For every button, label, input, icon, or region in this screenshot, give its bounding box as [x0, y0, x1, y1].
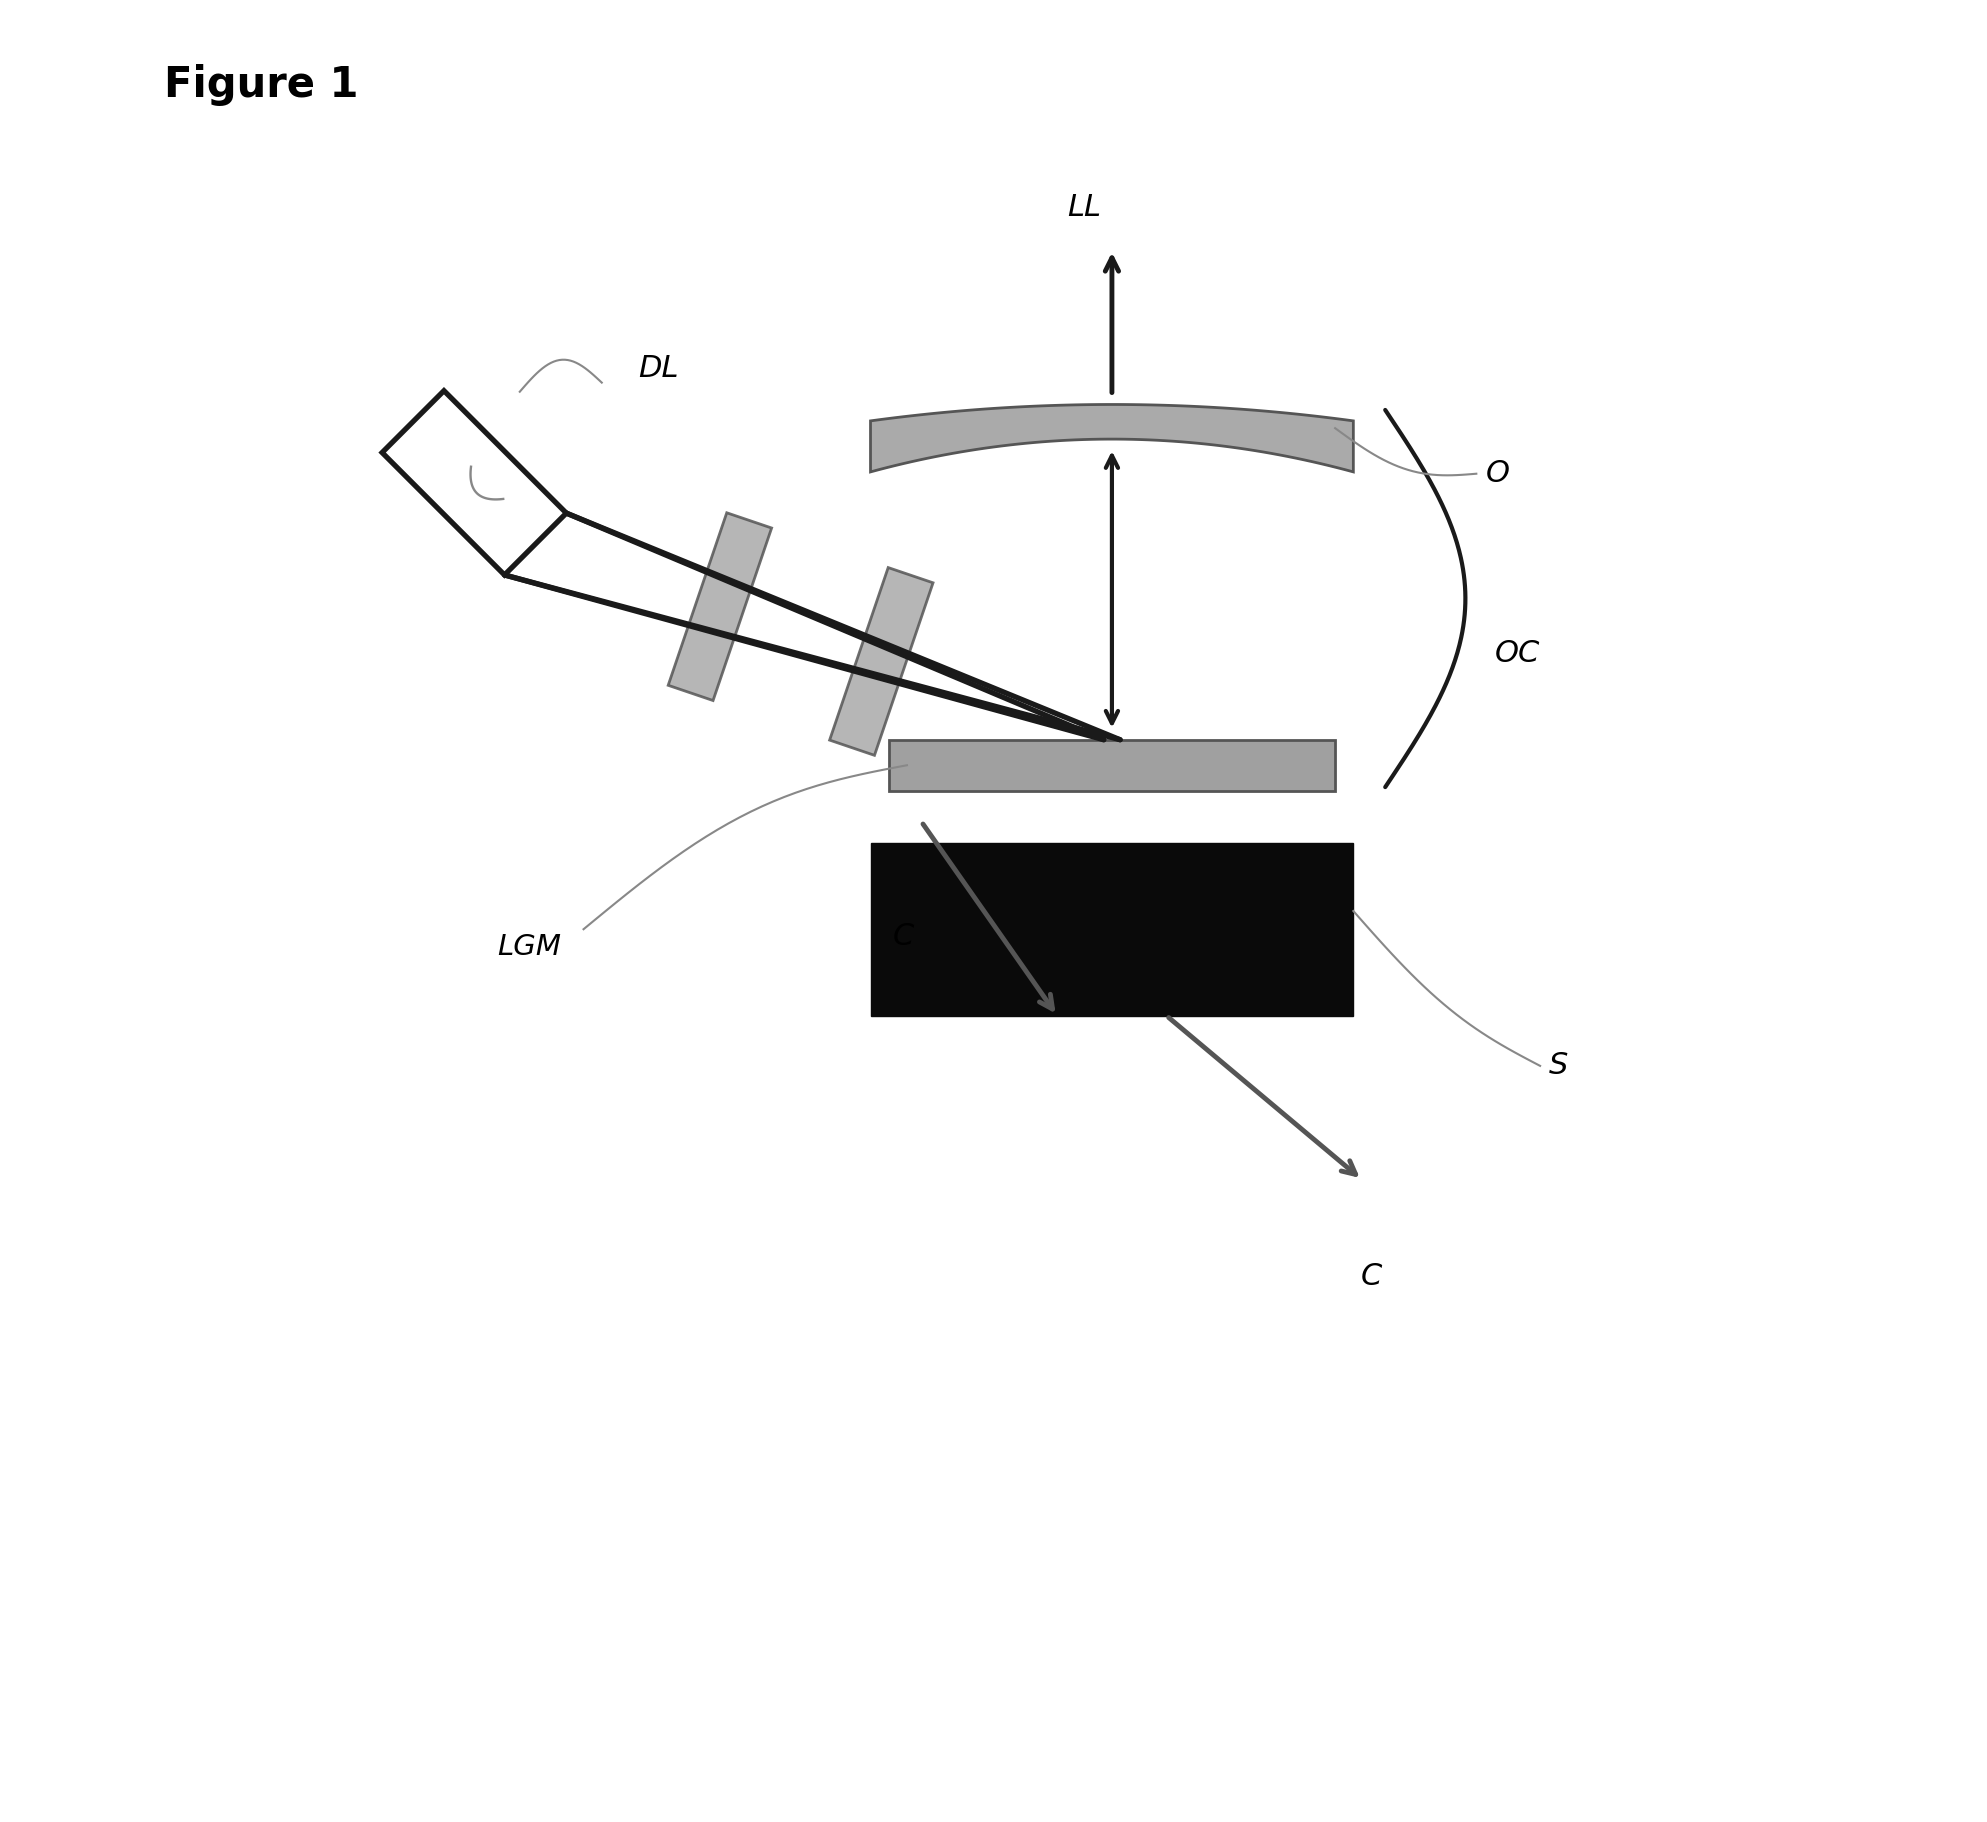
- Polygon shape: [831, 568, 934, 756]
- Text: C: C: [1361, 1261, 1381, 1290]
- Text: S: S: [1550, 1051, 1568, 1080]
- Text: LGM: LGM: [497, 933, 560, 962]
- Bar: [870, 842, 1353, 1017]
- Text: C: C: [892, 922, 914, 951]
- Polygon shape: [870, 404, 1353, 472]
- Text: Figure 1: Figure 1: [165, 64, 360, 106]
- Bar: [888, 740, 1335, 791]
- Text: LL: LL: [1067, 193, 1101, 222]
- Text: DL: DL: [638, 353, 680, 383]
- Text: O: O: [1486, 459, 1510, 488]
- Polygon shape: [668, 512, 771, 700]
- Text: OC: OC: [1494, 640, 1540, 667]
